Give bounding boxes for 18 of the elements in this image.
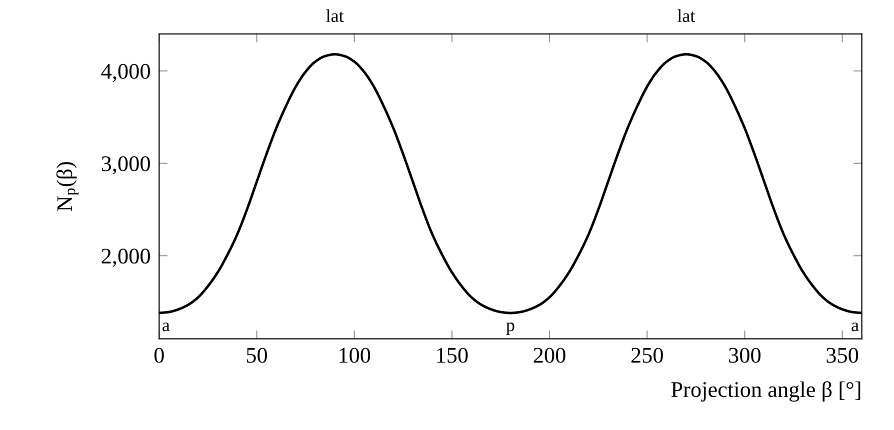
annotation: a <box>852 322 859 332</box>
y-tick-label: 2,000 <box>102 248 150 267</box>
x-tick-label: 350 <box>826 348 858 363</box>
annotation: p <box>506 322 514 335</box>
annotation: lat <box>677 9 696 22</box>
x-tick-label: 300 <box>729 348 761 363</box>
x-axis-title: Projection angle β [°] <box>671 381 860 402</box>
annotation: lat <box>326 9 344 22</box>
x-tick-label: 200 <box>534 348 566 363</box>
annotation: a <box>162 322 170 332</box>
x-tick-label: 250 <box>631 348 663 363</box>
x-tick-label: 150 <box>437 348 468 363</box>
y-tick-label: 3,000 <box>102 156 150 174</box>
x-tick-label: 0 <box>154 348 164 363</box>
x-tick-label: 50 <box>246 348 267 363</box>
y-tick-label: 4,000 <box>101 64 150 82</box>
y-axis-title: N$_{p}$(β) <box>56 162 78 212</box>
x-tick-label: 100 <box>340 348 370 363</box>
